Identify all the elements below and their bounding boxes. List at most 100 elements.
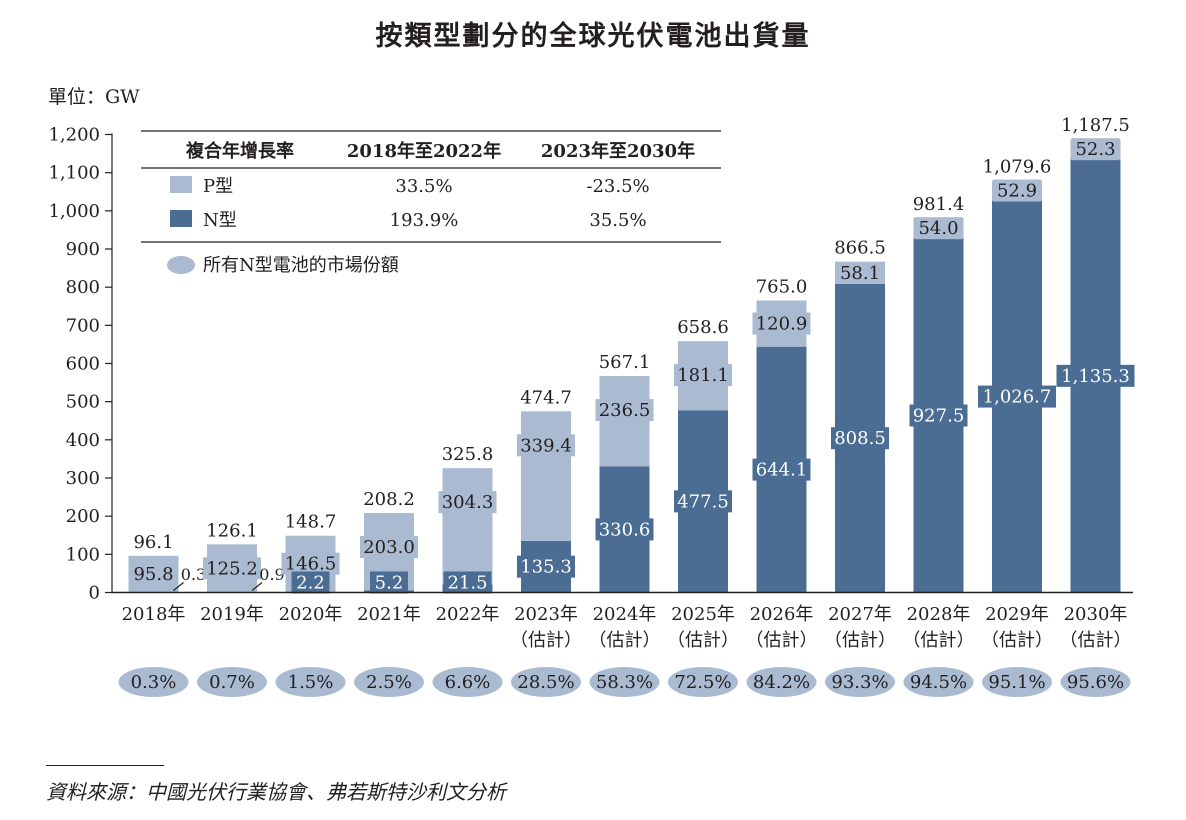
- n-type-value-label: 644.1: [756, 460, 808, 481]
- y-tick-label: 800: [66, 277, 100, 298]
- bar-total-label: 96.1: [133, 532, 173, 553]
- p-label-bg: [836, 261, 884, 284]
- n-type-value-label: 0.3: [181, 565, 206, 584]
- p-label-bg: [203, 557, 261, 580]
- y-tick-label: 1,100: [48, 163, 100, 184]
- n-label-bg: [370, 571, 408, 594]
- x-tick-label: 2027年: [828, 604, 892, 625]
- x-tick-label: 2018年: [122, 604, 186, 625]
- share-bubble: [354, 667, 424, 697]
- x-tick-note: （估計）: [1060, 630, 1132, 651]
- share-bubble: [746, 667, 817, 697]
- share-bubble: [432, 667, 503, 697]
- legend-series-name: P型: [203, 176, 233, 197]
- source-note: 資料來源：中國光伏行業協會、弗若斯特沙利文分析: [46, 780, 506, 804]
- y-tick-label: 300: [66, 468, 100, 489]
- x-tick-label: 2028年: [907, 604, 971, 625]
- legend-cagr-2023-2030: -23.5%: [586, 176, 649, 197]
- bar-total-label: 658.6: [677, 317, 729, 338]
- legend-share-label: 所有N型電池的市場份額: [203, 255, 399, 276]
- y-tick-label: 0: [89, 583, 100, 604]
- p-type-value-label: 52.3: [1075, 139, 1115, 160]
- x-tick-label: 2019年: [200, 604, 264, 625]
- p-label-bg: [129, 563, 178, 586]
- x-tick-note: （估計）: [667, 630, 739, 651]
- n-label-bg: [443, 571, 492, 594]
- legend-cagr-2018-2022: 33.5%: [395, 176, 452, 197]
- p-type-value-label: 181.1: [677, 365, 729, 386]
- x-tick-note: （估計）: [824, 630, 896, 651]
- share-bubble: [275, 667, 346, 697]
- n-share-label: 1.5%: [288, 672, 334, 693]
- n-type-value-label: 5.2: [375, 573, 404, 594]
- x-tick-label: 2022年: [436, 604, 500, 625]
- bar-total-label: 1,079.6: [983, 156, 1052, 177]
- share-bubble: [982, 667, 1052, 697]
- n-share-label: 95.1%: [988, 672, 1045, 693]
- legend-swatch: [170, 176, 192, 193]
- n-type-value-label: 927.5: [913, 406, 965, 427]
- n-label-bg: [291, 571, 330, 594]
- x-tick-label: 2020年: [279, 604, 343, 625]
- share-bubble: [1060, 667, 1131, 697]
- p-label-bg: [360, 536, 418, 559]
- n-share-label: 94.5%: [910, 672, 967, 693]
- y-tick-label: 1,000: [48, 201, 100, 222]
- n-leader-line: [173, 582, 184, 591]
- p-label-bg: [438, 491, 497, 514]
- n-type-value-label: 808.5: [834, 428, 886, 449]
- n-label-bg: [674, 490, 732, 513]
- n-type-value-label: 1,026.7: [983, 387, 1052, 408]
- p-type-value-label: 95.8: [133, 564, 173, 585]
- bar-total-label: 567.1: [599, 352, 651, 373]
- x-tick-label: 2029年: [985, 604, 1049, 625]
- y-tick-label: 900: [66, 239, 100, 260]
- chart-title: 按類型劃分的全球光伏電池出貨量: [375, 21, 811, 52]
- legend-swatch: [170, 210, 192, 227]
- n-share-label: 95.6%: [1067, 672, 1124, 693]
- legend-header-2023-2030: 2023年至2030年: [541, 140, 695, 162]
- n-type-value-label: 330.6: [599, 519, 651, 540]
- x-tick-label: 2025年: [671, 604, 735, 625]
- source-divider: [46, 765, 164, 766]
- n-type-value-label: 0.9: [259, 565, 284, 584]
- p-type-value-label: 203.0: [363, 537, 415, 558]
- y-tick-label: 1,200: [48, 125, 100, 146]
- p-label-bg: [993, 179, 1041, 202]
- n-share-label: 84.2%: [753, 672, 810, 693]
- x-tick-label: 2030年: [1064, 604, 1128, 625]
- p-type-value-label: 120.9: [756, 314, 808, 335]
- x-tick-note: （估計）: [746, 630, 818, 651]
- y-tick-label: 700: [66, 315, 100, 336]
- n-type-value-label: 2.2: [296, 573, 325, 594]
- n-share-label: 0.7%: [209, 672, 255, 693]
- p-label-bg: [752, 312, 811, 335]
- n-share-label: 28.5%: [517, 672, 574, 693]
- bar-total-label: 208.2: [363, 489, 415, 510]
- n-share-label: 0.3%: [131, 672, 177, 693]
- share-bubble: [903, 667, 974, 697]
- x-tick-note: （估計）: [903, 630, 975, 651]
- share-bubble: [668, 667, 738, 697]
- bar-total-label: 474.7: [520, 387, 572, 408]
- x-tick-note: （估計）: [510, 630, 582, 651]
- p-type-value-label: 52.9: [997, 181, 1037, 202]
- bar-total-label: 765.0: [756, 277, 808, 298]
- legend-header-cagr: 複合年增長率: [185, 140, 294, 162]
- unit-label: 單位：GW: [48, 86, 140, 108]
- n-share-label: 6.6%: [445, 672, 491, 693]
- n-share-label: 58.3%: [596, 672, 653, 693]
- n-label-bg: [752, 458, 811, 481]
- legend-header-2018-2022: 2018年至2022年: [347, 140, 501, 162]
- n-type-value-label: 21.5: [447, 573, 487, 594]
- p-label-bg: [914, 217, 963, 240]
- p-label-bg: [674, 364, 732, 387]
- bar-p-type: [521, 411, 571, 541]
- bar-total-label: 866.5: [834, 238, 886, 259]
- share-bubble: [825, 667, 895, 697]
- p-type-value-label: 54.0: [918, 218, 958, 239]
- bar-total-label: 126.1: [206, 520, 258, 541]
- n-label-bg: [1056, 364, 1135, 387]
- bar-total-label: 1,187.5: [1061, 115, 1130, 136]
- chart-canvas: 0 100 200 300 400 500 600 700 800 900 1,000 1,100 1,…: [48, 115, 1135, 697]
